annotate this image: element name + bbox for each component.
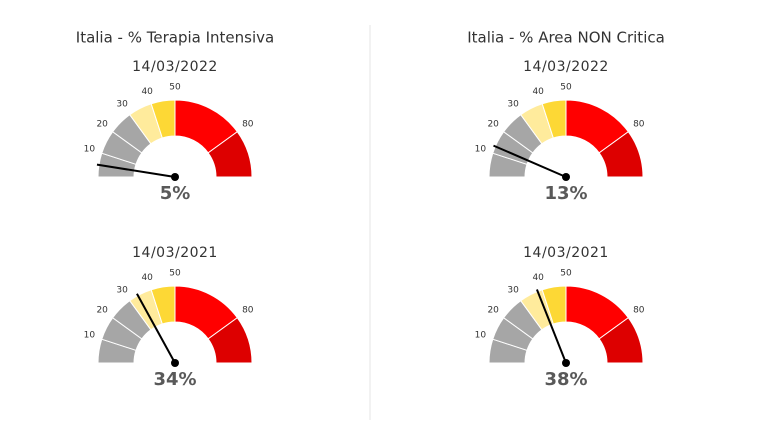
gauge-tick-label: 30 — [116, 100, 128, 110]
gauge-tick-label: 30 — [507, 286, 519, 296]
needle-hub — [171, 173, 179, 181]
gauge-tick-label: 40 — [141, 273, 153, 283]
gauge-tick-label: 20 — [487, 306, 499, 316]
gauge-band — [207, 317, 253, 364]
gauge-needle — [96, 163, 176, 178]
gauge-tick-label: 20 — [96, 120, 108, 130]
needle-hub — [562, 173, 570, 181]
gauge-band — [598, 317, 644, 364]
gauge-band — [598, 131, 644, 178]
gauge-value: 5% — [160, 183, 191, 204]
needle-hub — [562, 359, 570, 367]
gauge-value: 38% — [544, 369, 587, 390]
gauge-date: 14/03/2021 — [132, 245, 218, 261]
gauge-value: 13% — [544, 183, 587, 204]
gauge-tick-label: 10 — [84, 145, 96, 155]
gauge-band — [207, 131, 253, 178]
gauge-tick-label: 40 — [532, 273, 544, 283]
gauge-tick-label: 50 — [560, 269, 572, 279]
gauge-date: 14/03/2022 — [523, 59, 609, 75]
gauge-tick-label: 50 — [169, 83, 181, 93]
gauge-tick-label: 80 — [633, 120, 645, 130]
needle-hub — [171, 359, 179, 367]
gauge-date: 14/03/2021 — [523, 245, 609, 261]
gauge-value: 34% — [153, 369, 196, 390]
gauge-tick-label: 10 — [84, 331, 96, 341]
gauge-tick-label: 40 — [141, 87, 153, 97]
gauge-tick-label: 20 — [96, 306, 108, 316]
gauge-tick-label: 80 — [242, 306, 254, 316]
gauge-tick-label: 10 — [475, 331, 487, 341]
gauge-tick-label: 40 — [532, 87, 544, 97]
gauge-tick-label: 30 — [507, 100, 519, 110]
gauge-date: 14/03/2022 — [132, 59, 218, 75]
gauge-tick-label: 80 — [633, 306, 645, 316]
gauge-tick-label: 50 — [169, 269, 181, 279]
gauge-tick-label: 10 — [475, 145, 487, 155]
gauge-tick-label: 30 — [116, 286, 128, 296]
gauge-tick-label: 50 — [560, 83, 572, 93]
gauge-needle — [136, 293, 176, 364]
gauge-tick-label: 80 — [242, 120, 254, 130]
gauge-needle — [535, 289, 567, 364]
panel-title: Italia - % Terapia Intensiva — [76, 29, 274, 47]
panel-title: Italia - % Area NON Critica — [467, 29, 665, 47]
gauge-tick-label: 20 — [487, 120, 499, 130]
gauge-needle — [493, 144, 567, 178]
